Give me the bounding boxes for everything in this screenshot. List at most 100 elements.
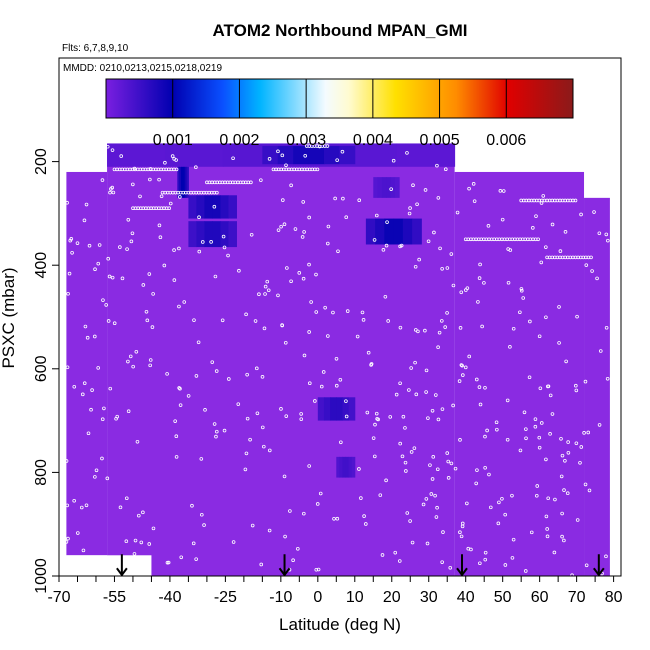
sample-point <box>465 501 469 506</box>
sample-point <box>179 555 184 560</box>
sample-point <box>435 467 440 472</box>
sample-point <box>332 516 336 521</box>
sample-point <box>441 530 445 534</box>
sample-point <box>344 399 348 403</box>
sample-point <box>141 283 146 287</box>
sample-point <box>280 153 285 158</box>
sample-point <box>177 246 181 251</box>
sample-point <box>288 509 292 513</box>
sample-point <box>503 563 508 567</box>
sample-point <box>533 417 538 421</box>
sample-point <box>537 435 542 440</box>
heatmap-cell <box>373 177 379 198</box>
sample-point <box>485 428 489 433</box>
sample-point <box>474 481 478 486</box>
sample-point <box>293 227 298 231</box>
sample-point <box>139 540 144 545</box>
sample-point <box>243 467 248 472</box>
sample-point <box>459 534 464 539</box>
sample-point <box>253 319 258 323</box>
x-tick-label: 50 <box>494 589 512 606</box>
sample-point <box>413 328 418 332</box>
sample-point <box>451 283 456 288</box>
sample-point <box>267 528 272 533</box>
sample-point <box>563 230 568 234</box>
sample-point <box>244 312 248 317</box>
sample-point <box>409 366 413 370</box>
sample-point <box>263 292 267 296</box>
sample-point <box>147 542 152 546</box>
sample-point <box>210 360 215 364</box>
sample-point <box>165 372 169 376</box>
sample-point <box>194 374 199 378</box>
heatmap-cell <box>164 143 224 167</box>
sample-point <box>436 417 441 422</box>
sample-point <box>126 217 131 222</box>
sample-point <box>394 392 399 397</box>
heatmap-cell <box>188 195 197 219</box>
flights-note: Flts: 6,7,8,9,10 <box>62 43 129 54</box>
sample-point <box>165 560 170 565</box>
sample-point <box>483 434 487 439</box>
sample-point <box>586 430 591 435</box>
sample-point <box>539 421 544 425</box>
heatmap-cell <box>188 221 197 248</box>
heatmap-cell <box>365 218 376 245</box>
sample-point <box>440 266 444 271</box>
sample-point <box>85 335 90 340</box>
sample-point <box>70 251 74 255</box>
sample-point <box>315 502 320 506</box>
sample-point <box>575 518 580 522</box>
sample-point <box>405 151 409 155</box>
sample-point <box>194 165 198 170</box>
sample-point <box>381 248 386 252</box>
sample-point <box>125 247 129 251</box>
sample-point <box>537 445 542 450</box>
heatmap-cell <box>220 195 229 219</box>
sample-point <box>314 310 319 314</box>
sample-point <box>583 379 588 384</box>
sample-point <box>326 224 331 229</box>
sample-point <box>124 539 129 543</box>
sample-point <box>403 426 407 430</box>
sample-point <box>587 488 592 493</box>
sample-point <box>560 511 564 516</box>
x-tick-label: -55 <box>103 589 126 606</box>
sample-point <box>393 550 398 555</box>
sample-point <box>429 492 434 496</box>
sample-point <box>573 198 578 203</box>
sample-point <box>309 300 313 304</box>
profile-arrow-head <box>593 567 605 577</box>
sample-point <box>106 319 111 323</box>
sample-point <box>279 224 283 229</box>
sample-point <box>510 556 515 560</box>
data-coverage-layer <box>66 143 610 577</box>
heatmap-cell <box>348 397 356 421</box>
x-tick-label: 10 <box>346 589 364 606</box>
sample-point <box>315 167 320 172</box>
sample-point <box>458 438 462 442</box>
sample-point <box>524 427 528 431</box>
sample-point <box>401 414 406 419</box>
sample-point <box>570 573 574 577</box>
sample-point <box>285 266 289 270</box>
sample-point <box>413 264 418 269</box>
sample-point <box>245 416 250 421</box>
sample-point <box>559 437 563 441</box>
sample-point <box>385 220 389 224</box>
sample-point <box>131 182 135 187</box>
sample-point <box>355 334 360 339</box>
sample-point <box>178 195 182 199</box>
sample-point <box>375 417 379 421</box>
heatmap-cell <box>330 397 337 421</box>
sample-point <box>65 365 70 370</box>
sample-point <box>112 321 117 326</box>
sample-point <box>566 450 571 455</box>
sample-point <box>546 384 550 389</box>
sample-point <box>458 530 462 535</box>
heatmap-cell <box>293 146 310 165</box>
sample-point <box>134 349 139 354</box>
sample-point <box>574 441 579 446</box>
sample-point <box>557 305 561 309</box>
sample-point <box>227 377 231 381</box>
